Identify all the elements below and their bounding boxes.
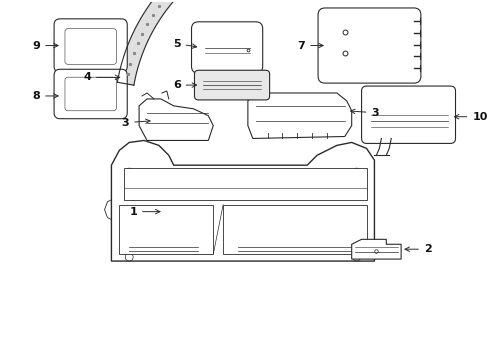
Text: 4: 4: [83, 72, 120, 82]
FancyBboxPatch shape: [195, 70, 270, 100]
Text: 1: 1: [129, 207, 160, 217]
Polygon shape: [352, 239, 401, 259]
Polygon shape: [124, 168, 367, 200]
Text: 3: 3: [351, 108, 379, 118]
Text: 6: 6: [173, 80, 196, 90]
Text: 2: 2: [405, 244, 432, 254]
Polygon shape: [120, 205, 213, 254]
Text: 8: 8: [32, 91, 58, 101]
Text: 9: 9: [32, 41, 58, 50]
Polygon shape: [248, 93, 352, 139]
Polygon shape: [111, 140, 374, 261]
FancyBboxPatch shape: [65, 77, 116, 111]
Text: 10: 10: [454, 112, 488, 122]
Polygon shape: [117, 0, 277, 85]
FancyBboxPatch shape: [54, 19, 127, 72]
Text: 5: 5: [173, 39, 196, 49]
FancyBboxPatch shape: [65, 29, 116, 64]
Text: 7: 7: [297, 41, 323, 50]
Polygon shape: [223, 205, 367, 254]
FancyBboxPatch shape: [318, 8, 421, 83]
FancyBboxPatch shape: [54, 69, 127, 119]
FancyBboxPatch shape: [362, 86, 456, 143]
Text: 3: 3: [122, 118, 150, 128]
FancyBboxPatch shape: [192, 22, 263, 73]
Polygon shape: [139, 99, 213, 140]
